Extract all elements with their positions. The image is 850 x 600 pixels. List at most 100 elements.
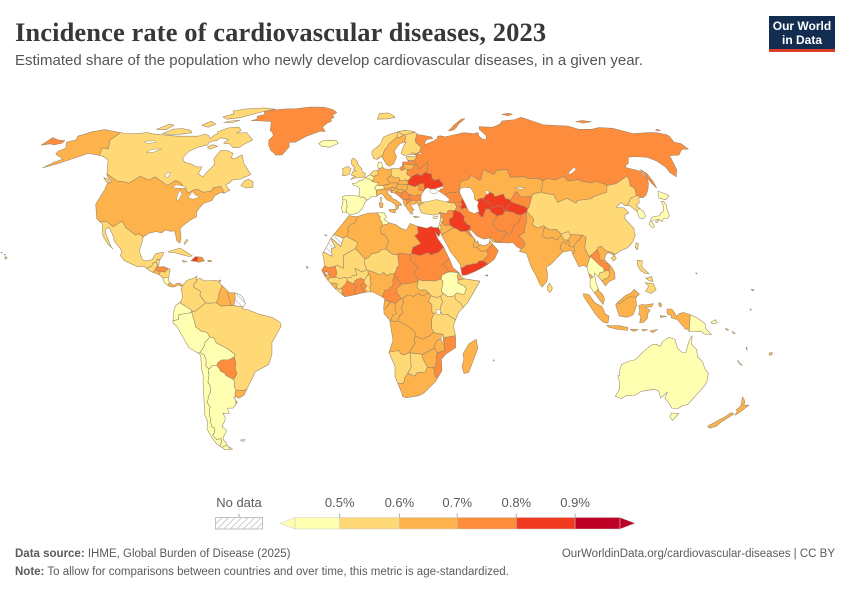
- country-FK[interactable]: [239, 439, 246, 442]
- country-TW[interactable]: [635, 242, 639, 251]
- country-JM[interactable]: [181, 260, 188, 263]
- legend-segment-3[interactable]: [456, 517, 517, 530]
- country-TD[interactable]: [393, 252, 420, 285]
- country-KW[interactable]: [465, 228, 473, 237]
- country-PY[interactable]: [216, 356, 238, 380]
- country-SO[interactable]: [454, 278, 481, 308]
- country-ZA[interactable]: [397, 366, 438, 399]
- country-CY[interactable]: [432, 215, 439, 219]
- country-NR[interactable]: [749, 308, 752, 311]
- country-DO[interactable]: [196, 256, 205, 263]
- country-YE[interactable]: [460, 260, 489, 277]
- country-GA[interactable]: [383, 301, 397, 322]
- lake: [417, 151, 423, 156]
- lake: [435, 309, 441, 315]
- country-NP[interactable]: [542, 226, 562, 241]
- country-MG[interactable]: [461, 338, 479, 374]
- page-subtitle: Estimated share of the population who ne…: [15, 52, 643, 69]
- country-IR[interactable]: [454, 205, 508, 243]
- country-VE[interactable]: [193, 277, 223, 304]
- legend-segment-2[interactable]: [399, 517, 458, 530]
- country-TN[interactable]: [376, 212, 389, 226]
- lake: [187, 191, 202, 200]
- country-LR[interactable]: [334, 287, 346, 297]
- country-KR[interactable]: [636, 208, 646, 220]
- country-ZW[interactable]: [421, 347, 438, 368]
- country-FJ[interactable]: [768, 352, 773, 356]
- country-SV[interactable]: [152, 269, 160, 275]
- country-MU[interactable]: [493, 359, 495, 362]
- country-PA[interactable]: [167, 282, 183, 288]
- country-VU[interactable]: [745, 346, 748, 351]
- country-ZM[interactable]: [409, 332, 445, 355]
- country-SN[interactable]: [321, 265, 337, 279]
- legend-segment-1[interactable]: [339, 517, 400, 530]
- country-KP[interactable]: [625, 195, 643, 214]
- country-MA[interactable]: [333, 215, 358, 239]
- country-MH[interactable]: [750, 288, 755, 292]
- country-BS[interactable]: [183, 239, 189, 245]
- owid-logo-line1: Our World: [772, 18, 832, 33]
- country-TH[interactable]: [586, 256, 605, 294]
- country-NA[interactable]: [388, 350, 412, 384]
- legend-segment-5[interactable]: [574, 517, 621, 530]
- country-SK[interactable]: [397, 179, 409, 185]
- country-SR[interactable]: [227, 291, 236, 306]
- country-RS[interactable]: [400, 190, 411, 200]
- country-GR[interactable]: [405, 199, 423, 219]
- country-PG[interactable]: [688, 314, 718, 335]
- country-TJ[interactable]: [505, 201, 528, 216]
- country-PE[interactable]: [172, 311, 211, 354]
- country-VN[interactable]: [597, 245, 616, 287]
- country-HT[interactable]: [190, 256, 199, 262]
- country-NZ[interactable]: [707, 396, 750, 429]
- map-countries: [0, 106, 773, 450]
- country-CV[interactable]: [306, 265, 309, 269]
- country-NL[interactable]: [369, 169, 379, 177]
- country-PK[interactable]: [498, 212, 527, 249]
- country-TT[interactable]: [218, 279, 222, 283]
- country-MR[interactable]: [322, 236, 359, 269]
- country-NI[interactable]: [158, 268, 171, 279]
- country-SL[interactable]: [330, 282, 338, 289]
- country-QA[interactable]: [472, 239, 481, 248]
- country-LK[interactable]: [547, 282, 553, 293]
- legend-segment-4[interactable]: [516, 517, 576, 530]
- country-SI[interactable]: [390, 186, 395, 192]
- country-GU[interactable]: [695, 272, 698, 275]
- country-PR[interactable]: [207, 260, 212, 263]
- country-GF[interactable]: [233, 292, 246, 308]
- country-JP[interactable]: [648, 191, 670, 229]
- country-TG[interactable]: [360, 282, 368, 293]
- legend-segment-0[interactable]: [294, 517, 340, 530]
- country-NC[interactable]: [737, 359, 743, 366]
- country-SB[interactable]: [725, 327, 736, 334]
- country-NG[interactable]: [367, 270, 395, 298]
- country-DE[interactable]: [372, 166, 392, 187]
- country-PT[interactable]: [341, 199, 348, 213]
- country-US[interactable]: [0, 129, 225, 260]
- country-CL[interactable]: [197, 352, 231, 450]
- country-PH[interactable]: [637, 260, 657, 294]
- country-SE[interactable]: [381, 134, 406, 167]
- owid-logo[interactable]: Our World in Data: [769, 16, 835, 52]
- country-CA[interactable]: [99, 107, 276, 194]
- country-AU[interactable]: [615, 335, 709, 421]
- country-IT[interactable]: [376, 187, 402, 214]
- country-IS[interactable]: [318, 139, 339, 148]
- country-LV[interactable]: [402, 159, 417, 166]
- country-GL[interactable]: [250, 106, 337, 156]
- country-GQ[interactable]: [383, 299, 391, 310]
- country-UZ[interactable]: [483, 192, 512, 212]
- country-CU[interactable]: [168, 247, 193, 257]
- legend-no-data-swatch: [215, 517, 263, 530]
- map-lakes: [143, 140, 577, 345]
- country-GB[interactable]: [350, 158, 366, 180]
- country-IE[interactable]: [341, 166, 352, 177]
- legend-color-scale[interactable]: [0, 505, 850, 533]
- country-LY[interactable]: [379, 222, 422, 255]
- canonical-url[interactable]: OurWorldinData.org/cardiovascular-diseas…: [561, 548, 835, 560]
- country-UY[interactable]: [234, 389, 247, 405]
- country-FR[interactable]: [351, 177, 383, 202]
- country-RU[interactable]: [40, 113, 689, 198]
